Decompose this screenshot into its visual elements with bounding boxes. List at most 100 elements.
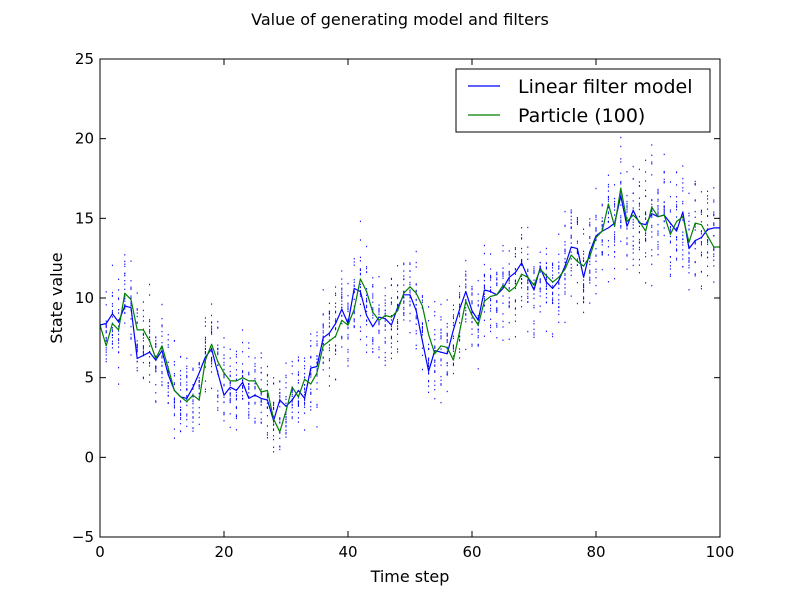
particle-point — [266, 394, 268, 396]
particle-point — [359, 273, 361, 276]
particle-point — [142, 309, 144, 312]
particle-point — [446, 340, 448, 342]
particle-point — [415, 330, 417, 332]
particle-point — [341, 295, 343, 297]
particle-cloud — [99, 136, 721, 453]
particle-point — [136, 343, 138, 345]
particle-point — [607, 206, 609, 208]
particle-point — [434, 345, 436, 347]
particle-point — [403, 270, 405, 272]
particle-point — [167, 369, 169, 372]
particle-point — [279, 421, 281, 423]
particle-point — [229, 426, 231, 429]
particle-point — [273, 401, 275, 404]
particle-point — [198, 385, 200, 387]
particle-point — [149, 356, 151, 358]
particle-point — [359, 326, 361, 328]
particle-point — [669, 228, 671, 230]
particle-point — [161, 376, 163, 379]
particle-point — [434, 346, 436, 349]
particle-point — [700, 255, 702, 257]
particle-point — [620, 224, 622, 227]
particle-point — [186, 365, 188, 368]
particle-point — [514, 247, 516, 249]
particle-point — [180, 356, 182, 358]
particle-point — [533, 269, 535, 272]
particle-point — [229, 370, 231, 373]
particle-point — [521, 259, 523, 261]
particle-point — [390, 278, 392, 281]
particle-point — [614, 237, 616, 239]
particle-point — [496, 322, 498, 325]
particle-point — [384, 337, 386, 339]
particle-point — [570, 242, 572, 244]
particle-point — [372, 340, 374, 343]
particle-point — [204, 348, 206, 350]
particle-point — [285, 426, 287, 428]
particle-point — [428, 306, 430, 308]
particle-point — [483, 273, 485, 276]
particle-point — [626, 228, 628, 230]
particle-point — [446, 341, 448, 344]
particle-point — [384, 324, 386, 326]
particle-point — [682, 234, 684, 237]
particle-point — [335, 344, 337, 346]
particle-point — [521, 238, 523, 240]
particle-point — [471, 288, 473, 291]
particle-point — [490, 299, 492, 302]
particle-point — [589, 271, 591, 273]
particle-point — [397, 305, 399, 307]
particle-point — [607, 195, 609, 198]
particle-point — [459, 303, 461, 306]
particle-point — [353, 326, 355, 329]
particle-point — [136, 344, 138, 346]
particle-point — [297, 405, 299, 407]
particle-point — [118, 312, 120, 314]
particle-point — [558, 281, 560, 284]
particle-point — [601, 225, 603, 227]
particle-point — [353, 281, 355, 283]
particle-point — [645, 252, 647, 254]
particle-point — [359, 303, 361, 306]
particle-point — [341, 314, 343, 317]
particle-point — [149, 374, 151, 376]
particle-point — [192, 416, 194, 418]
particle-point — [651, 216, 653, 218]
particle-point — [279, 437, 281, 440]
particle-point — [595, 228, 597, 230]
particle-point — [440, 316, 442, 318]
particle-point — [235, 415, 237, 418]
particle-point — [614, 239, 616, 241]
particle-point — [607, 211, 609, 213]
particle-point — [248, 347, 250, 349]
particle-point — [490, 326, 492, 329]
particle-point — [645, 171, 647, 173]
particle-point — [180, 389, 182, 391]
particle-point — [694, 180, 696, 183]
particle-point — [167, 370, 169, 373]
particle-point — [229, 365, 231, 367]
particle-point — [124, 272, 126, 274]
particle-point — [713, 265, 715, 267]
particle-point — [657, 253, 659, 256]
particle-point — [403, 275, 405, 277]
particle-point — [651, 249, 653, 251]
particle-point — [366, 267, 368, 270]
particle-point — [694, 243, 696, 245]
particle-point — [490, 298, 492, 300]
particle-point — [545, 288, 547, 291]
particle-point — [508, 270, 510, 273]
particle-point — [149, 361, 151, 364]
particle-point — [304, 404, 306, 406]
particle-point — [173, 382, 175, 384]
particle-point — [105, 349, 107, 351]
particle-point — [372, 295, 374, 297]
particle-point — [589, 269, 591, 272]
particle-point — [502, 295, 504, 297]
particle-point — [434, 388, 436, 391]
particle-point — [161, 317, 163, 320]
particle-point — [217, 320, 219, 323]
particle-point — [589, 278, 591, 280]
particle-point — [688, 229, 690, 231]
particle-point — [545, 268, 547, 270]
